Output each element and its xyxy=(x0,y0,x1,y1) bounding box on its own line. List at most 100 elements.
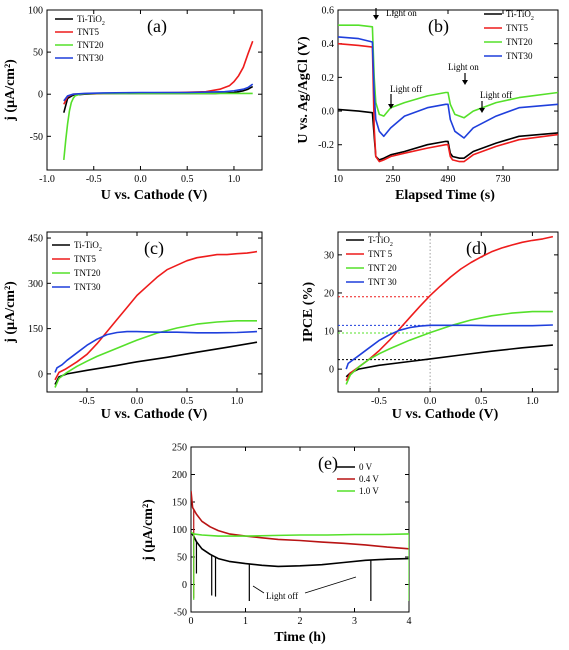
arrow-light-off-left xyxy=(252,585,265,594)
y-tick-label: 200 xyxy=(172,470,187,481)
x-tick-label: 1.0 xyxy=(526,396,539,407)
panel-b-xlabel: Elapsed Time (s) xyxy=(395,188,495,203)
legend-label: 0.4 V xyxy=(359,474,379,484)
legend-label: TNT5 xyxy=(506,23,528,33)
y-tick-label: 20 xyxy=(324,288,334,299)
series-line-tnt20 xyxy=(63,92,253,160)
y-tick-label: 0.6 xyxy=(322,6,335,17)
series-line-tnt30 xyxy=(54,330,258,373)
annotation-light-on-1: Light on xyxy=(386,8,417,18)
panel-d-ylabel: IPCE (%) xyxy=(301,282,316,343)
x-tick-label: 250 xyxy=(386,174,401,185)
panel-a-ylabel: j (µA/cm²) xyxy=(3,59,18,122)
panel-d-frame xyxy=(337,231,559,393)
x-tick-label: 0.5 xyxy=(181,174,194,185)
x-tick-label: 1 xyxy=(243,616,248,627)
panel-c-ylabel: j (µA/cm²) xyxy=(3,281,18,344)
panel-d: (d) U vs. Cathode (V) IPCE (%) -0.5 0.0 0.… xyxy=(301,231,559,422)
panel-e-xlabel: Time (h) xyxy=(274,630,326,645)
series-line-tnt5 xyxy=(338,42,558,163)
x-tick-label: 3 xyxy=(352,616,357,627)
series-line-tnt30 xyxy=(338,36,558,139)
panel-b-ylabel: U vs. Ag/AgCl (V) xyxy=(296,36,311,144)
series-line-t-tio2 xyxy=(345,344,553,378)
legend-label: TNT30 xyxy=(506,51,533,61)
y-tick-label: 300 xyxy=(28,279,43,290)
annotation-light-on-2: Light on xyxy=(448,62,479,72)
x-tick-label: 490 xyxy=(441,174,456,185)
y-tick-label: 150 xyxy=(28,324,43,335)
x-tick-label: 1.0 xyxy=(231,396,244,407)
x-tick-label: 4 xyxy=(407,616,412,627)
panel-c: (c) U vs. Cathode (V) j (µA/cm²) -0.5 0.0… xyxy=(3,231,263,422)
series-line-0-v xyxy=(191,531,409,568)
panel-e: (e) Time (h) j (µA/cm²) 0 1 2 3 4-5005010015… xyxy=(141,443,412,646)
panel-b-label: (b) xyxy=(428,16,449,37)
arrowhead-light-off-2 xyxy=(479,108,485,113)
y-tick-label: 0.2 xyxy=(322,73,335,84)
series-line-tnt5 xyxy=(54,250,258,381)
panel-b: (b) Elapsed Time (s) U vs. Ag/AgCl (V) 1… xyxy=(296,6,559,203)
y-tick-label: 0.4 xyxy=(322,39,335,50)
series-line-1.0-v xyxy=(191,531,409,537)
y-tick-label: -0.2 xyxy=(318,140,334,151)
panel-a-label: (a) xyxy=(147,16,167,37)
x-tick-label: -0.5 xyxy=(371,396,387,407)
panel-a-xlabel: U vs. Cathode (V) xyxy=(101,188,208,203)
y-tick-label: 0 xyxy=(38,90,43,101)
panel-e-annotations: Light off xyxy=(252,576,357,601)
legend-label: 0 V xyxy=(359,462,373,472)
y-tick-label: 0 xyxy=(38,369,43,380)
series-line-tnt-30 xyxy=(345,324,553,370)
x-tick-label: 730 xyxy=(496,174,511,185)
legend-label: Ti-TiO2 xyxy=(77,14,105,27)
y-tick-label: 50 xyxy=(177,553,187,564)
series-line-tnt-5 xyxy=(345,235,554,381)
panel-d-xlabel: U vs. Cathode (V) xyxy=(392,407,499,422)
legend-label: T-TiO2 xyxy=(368,235,393,248)
y-tick-label: 150 xyxy=(172,498,187,509)
panel-e-frame xyxy=(190,446,410,613)
legend-label: TNT 30 xyxy=(368,277,397,287)
series-line-ti-tio2 xyxy=(63,85,254,113)
panel-c-frame xyxy=(46,231,263,393)
y-tick-label: 30 xyxy=(324,250,334,261)
annotation-light-off-1: Light off xyxy=(390,84,422,94)
y-tick-label: -50 xyxy=(174,608,187,619)
panel-a: (a) U vs. Cathode (V) j (µA/cm²) -1.0 -0.… xyxy=(3,6,263,203)
annotation-light-off-2: Light off xyxy=(480,90,512,100)
panel-b-annotations: Light on Light off Light on Light off xyxy=(373,8,512,113)
arrowhead-light-on-2 xyxy=(462,80,468,85)
arrowhead-light-off-1 xyxy=(388,104,394,109)
annotation-light-off: Light off xyxy=(266,591,298,601)
legend-label: TNT30 xyxy=(74,282,101,292)
panel-e-ylabel: j (µA/cm²) xyxy=(141,499,156,562)
panel-a-frame xyxy=(46,9,263,171)
x-tick-label: 0.0 xyxy=(424,396,437,407)
panel-c-label: (c) xyxy=(144,238,164,259)
y-tick-label: -50 xyxy=(30,132,43,143)
series-line-0.4-v xyxy=(191,490,409,550)
legend-label: TNT5 xyxy=(74,254,96,264)
panel-e-label: (e) xyxy=(318,453,338,474)
legend-label: Ti-TiO2 xyxy=(506,9,534,22)
x-tick-label: 10 xyxy=(333,174,343,185)
panel-c-xlabel: U vs. Cathode (V) xyxy=(101,407,208,422)
x-tick-label: -0.5 xyxy=(79,396,95,407)
legend-label: TNT5 xyxy=(77,27,99,37)
x-tick-label: 0 xyxy=(189,616,194,627)
y-tick-label: 100 xyxy=(28,6,43,17)
legend-label: TNT20 xyxy=(506,37,533,47)
arrow-light-off-right xyxy=(304,576,357,594)
series-line-tnt20 xyxy=(54,319,257,388)
x-tick-label: -1.0 xyxy=(39,174,55,185)
legend-label: TNT30 xyxy=(77,53,104,63)
x-tick-label: 0.0 xyxy=(131,396,144,407)
x-tick-label: 0.5 xyxy=(475,396,488,407)
x-tick-label: 0.5 xyxy=(181,396,194,407)
x-tick-label: 2 xyxy=(298,616,303,627)
y-tick-label: 10 xyxy=(324,327,334,338)
arrowhead-light-on-1 xyxy=(373,15,379,20)
legend-label: TNT 20 xyxy=(368,263,397,273)
